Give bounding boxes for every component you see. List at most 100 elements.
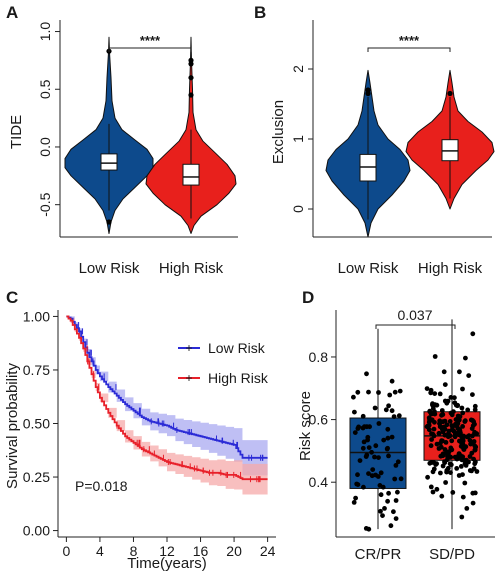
data-point	[372, 454, 377, 460]
data-point	[457, 438, 462, 444]
data-point	[385, 445, 390, 451]
data-point	[366, 445, 372, 450]
data-point	[474, 469, 480, 474]
data-point	[365, 437, 370, 443]
data-point	[393, 516, 399, 521]
panel-a-sig-label: ****	[140, 33, 161, 48]
outlier-point	[106, 219, 112, 225]
data-point	[466, 373, 472, 378]
panel-c-xtick-label: 20	[226, 543, 242, 559]
panel-d-plot	[349, 319, 481, 532]
panel-a-y-axis-label: TIDE	[8, 115, 25, 149]
data-point	[459, 405, 465, 411]
panel-a-xcat-low: Low Risk	[79, 260, 140, 277]
data-point	[465, 407, 471, 413]
data-point	[391, 414, 397, 419]
data-point	[376, 421, 382, 426]
data-point	[444, 469, 449, 475]
data-point	[397, 388, 403, 394]
data-point	[472, 403, 478, 409]
data-point	[436, 430, 442, 436]
data-point	[386, 490, 391, 496]
data-point	[441, 369, 447, 375]
data-point	[442, 382, 448, 387]
survival-curve	[66, 315, 268, 481]
data-point	[472, 490, 478, 496]
panel-d-xcat-sdpd: SD/PD	[429, 546, 475, 563]
data-point	[472, 421, 477, 427]
data-point	[391, 509, 396, 515]
data-point	[372, 405, 378, 411]
data-point	[440, 463, 446, 469]
panel-b-y-ticks: 0 1 2	[290, 65, 313, 213]
data-point	[448, 462, 454, 468]
data-point	[439, 412, 444, 418]
data-point	[436, 446, 442, 451]
data-point	[474, 431, 480, 437]
legend-marker-high-risk: +	[185, 371, 192, 385]
outlier-point	[447, 90, 453, 97]
panel-c-xtick-label: 8	[130, 543, 138, 559]
outlier-point	[188, 61, 194, 67]
data-point	[355, 482, 361, 487]
data-point	[361, 484, 366, 490]
panel-d: 0.4 0.6 0.8 Risk score CR/PR SD/PD 0.037	[297, 307, 495, 563]
data-point	[373, 443, 379, 449]
data-point	[393, 498, 399, 503]
data-point	[388, 523, 394, 529]
data-point	[370, 467, 376, 472]
data-point	[460, 424, 465, 429]
panel-b-plot	[325, 69, 495, 238]
data-point	[395, 489, 400, 495]
ci-band	[66, 316, 268, 478]
panel-c-legend: + Low Risk + High Risk	[178, 340, 269, 386]
data-point	[463, 457, 469, 463]
data-point	[389, 434, 395, 440]
data-point	[352, 409, 357, 415]
panel-c-x-ticks: 0 4 8 12 16 20 24	[62, 537, 276, 559]
panel-label-c: C	[6, 288, 18, 307]
panel-d-y-ticks: 0.4 0.6 0.8	[309, 349, 336, 490]
data-point	[445, 465, 451, 471]
data-point	[430, 469, 436, 475]
panel-b-ytick-label: 2	[290, 65, 306, 73]
data-point	[428, 484, 434, 490]
data-point	[385, 426, 391, 432]
data-point	[472, 447, 478, 452]
panel-c-ytick-label: 0.00	[23, 523, 50, 539]
outlier-point	[188, 92, 194, 98]
data-point	[352, 430, 358, 435]
panel-a-ytick-label: 0.5	[37, 79, 53, 99]
data-point	[430, 489, 436, 495]
data-point	[386, 403, 391, 409]
data-point	[351, 500, 357, 505]
data-point	[364, 424, 370, 430]
data-point	[468, 417, 474, 423]
data-point	[360, 425, 366, 431]
data-point	[446, 449, 452, 455]
data-point	[373, 472, 378, 478]
data-point	[460, 472, 465, 477]
data-point	[396, 413, 402, 419]
data-point	[458, 464, 464, 469]
data-point	[438, 470, 443, 476]
data-point	[437, 391, 443, 397]
data-point	[460, 410, 466, 416]
data-point	[377, 483, 383, 488]
panel-c-xtick-label: 4	[96, 543, 104, 559]
panel-d-sig-bracket	[375, 324, 456, 329]
panel-c-plot	[66, 315, 268, 497]
data-point	[424, 386, 430, 391]
panel-label-d: D	[302, 288, 314, 307]
panel-c-xtick-label: 24	[260, 543, 276, 559]
data-point	[425, 474, 430, 480]
panel-a-plot	[64, 36, 237, 234]
data-point	[431, 426, 437, 432]
panel-a-ytick-label: 0.0	[37, 137, 53, 157]
panel-a-sig-bracket	[108, 47, 192, 52]
data-point	[376, 390, 381, 395]
data-point	[452, 395, 457, 401]
panel-b: 0 1 2 Exclusion Low Risk High Risk ****	[270, 20, 495, 277]
panel-a-xcat-high: High Risk	[159, 260, 224, 277]
